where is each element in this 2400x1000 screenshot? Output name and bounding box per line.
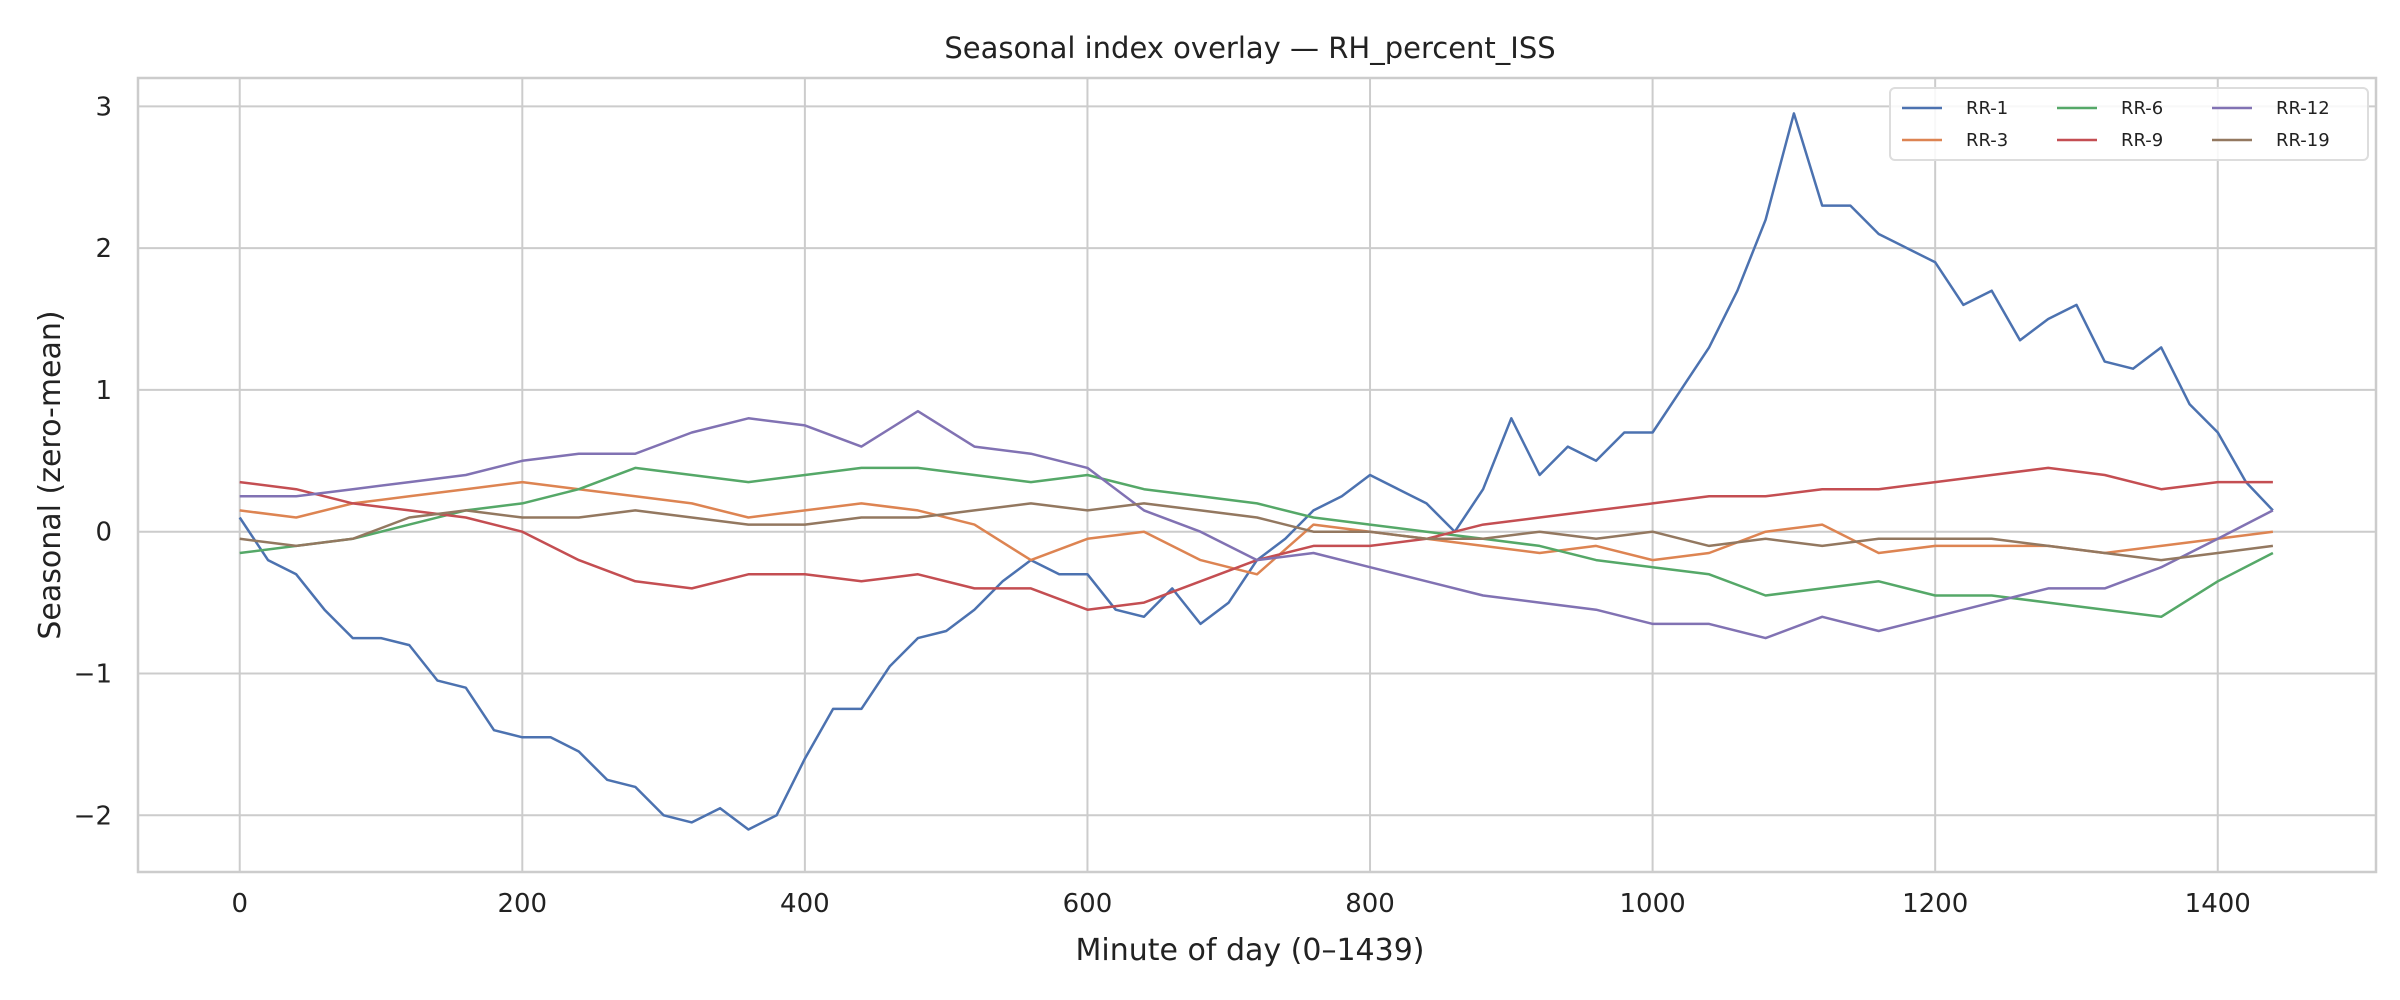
y-tick-label: 2 xyxy=(95,234,112,264)
legend-label: RR-19 xyxy=(2276,130,2330,151)
x-tick-label: 800 xyxy=(1345,889,1395,919)
grid xyxy=(138,78,2376,872)
x-tick-labels: 0 200 400 600 800 1000 1200 1400 xyxy=(231,889,2250,919)
series-lines xyxy=(238,112,2274,831)
x-tick-label: 600 xyxy=(1063,889,1113,919)
x-tick-label: 0 xyxy=(231,889,248,919)
y-tick-labels: −2 −1 0 1 2 3 xyxy=(74,92,112,831)
x-tick-label: 400 xyxy=(780,889,830,919)
legend-label: RR-1 xyxy=(1966,98,2008,119)
legend-label: RR-9 xyxy=(2121,130,2163,151)
y-axis-title: Seasonal (zero-mean) xyxy=(33,310,68,639)
x-tick-label: 200 xyxy=(497,889,547,919)
legend-box xyxy=(1889,87,2369,161)
y-tick-label: −2 xyxy=(74,801,112,831)
y-tick-label: 0 xyxy=(95,518,112,548)
y-tick-label: 1 xyxy=(95,376,112,406)
x-axis-title: Minute of day (0–1439) xyxy=(1075,933,1424,968)
series-line-rr-19 xyxy=(239,502,2274,562)
legend-label: RR-3 xyxy=(1966,130,2008,151)
series-line-rr-12 xyxy=(239,409,2274,640)
legend-label: RR-12 xyxy=(2276,98,2330,119)
plot-area-frame xyxy=(136,76,2378,874)
legend-label: RR-6 xyxy=(2121,98,2163,119)
y-tick-label: −1 xyxy=(74,660,112,690)
x-tick-label: 1400 xyxy=(2185,889,2251,919)
x-tick-label: 1200 xyxy=(1902,889,1968,919)
x-tick-label: 1000 xyxy=(1620,889,1686,919)
chart-title: Seasonal index overlay — RH_percent_ISS xyxy=(944,31,1555,65)
series-line-rr-6 xyxy=(239,466,2274,619)
y-tick-label: 3 xyxy=(95,92,112,122)
legend: RR-1 RR-3 RR-6 RR-9 RR-12 RR-19 xyxy=(1889,87,2369,161)
